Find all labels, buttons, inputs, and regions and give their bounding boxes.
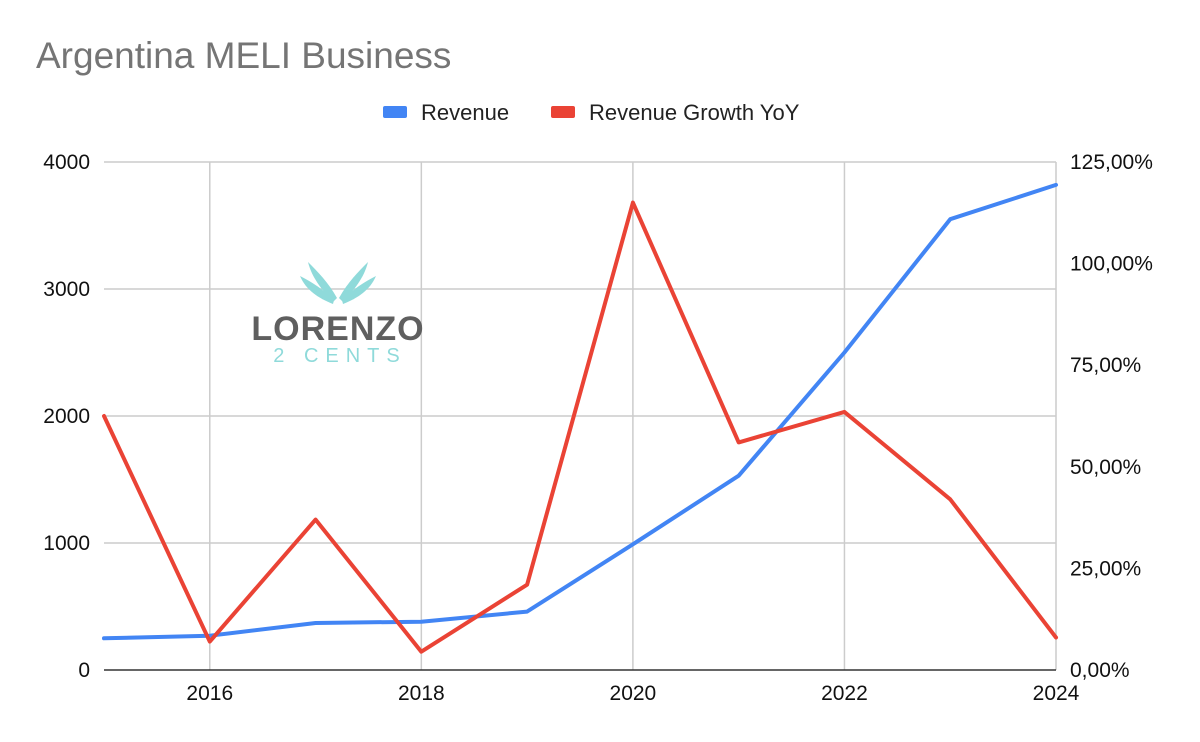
- x-axis-tick-label: 2018: [398, 682, 445, 705]
- x-axis-tick-label: 2022: [821, 682, 868, 705]
- x-axis-tick-label: 2024: [1033, 682, 1080, 705]
- x-axis-tick-label: 2016: [186, 682, 233, 705]
- right-axis-tick-label: 25,00%: [1070, 557, 1141, 580]
- series-line-revenue-growth: [102, 200, 1058, 654]
- left-axis-tick-label: 3000: [43, 278, 90, 301]
- legend-label-revenue-growth: Revenue Growth YoY: [589, 100, 800, 125]
- chart-ticks: 0 1000 2000 3000 4000 0,00% 25,00% 50,00% 75,00%…: [43, 151, 1153, 705]
- chart-legend: Revenue Revenue Growth YoY: [383, 100, 800, 125]
- left-axis-tick-label: 4000: [43, 151, 90, 174]
- chart-lines: [102, 182, 1058, 654]
- right-axis-tick-label: 75,00%: [1070, 354, 1141, 377]
- chart-title: Argentina MELI Business: [36, 35, 451, 76]
- legend-swatch-revenue: [383, 106, 407, 118]
- legend-swatch-revenue-growth: [551, 106, 575, 118]
- right-axis-tick-label: 0,00%: [1070, 659, 1130, 682]
- watermark-text: LORENZO: [251, 310, 424, 348]
- right-axis-tick-label: 50,00%: [1070, 456, 1141, 479]
- left-axis-tick-label: 2000: [43, 405, 90, 428]
- chart-grid: [104, 161, 1057, 671]
- x-axis-tick-label: 2020: [610, 682, 657, 705]
- watermark-logo: LORENZO 2 CENTS: [251, 262, 424, 367]
- right-axis-tick-label: 125,00%: [1070, 151, 1153, 174]
- series-line-revenue: [102, 182, 1058, 641]
- legend-label-revenue: Revenue: [421, 100, 509, 125]
- right-axis-tick-label: 100,00%: [1070, 253, 1153, 276]
- wings-icon: [300, 262, 376, 304]
- watermark-subtext: 2 CENTS: [273, 345, 406, 367]
- left-axis-tick-label: 1000: [43, 532, 90, 555]
- left-axis-tick-label: 0: [78, 659, 90, 682]
